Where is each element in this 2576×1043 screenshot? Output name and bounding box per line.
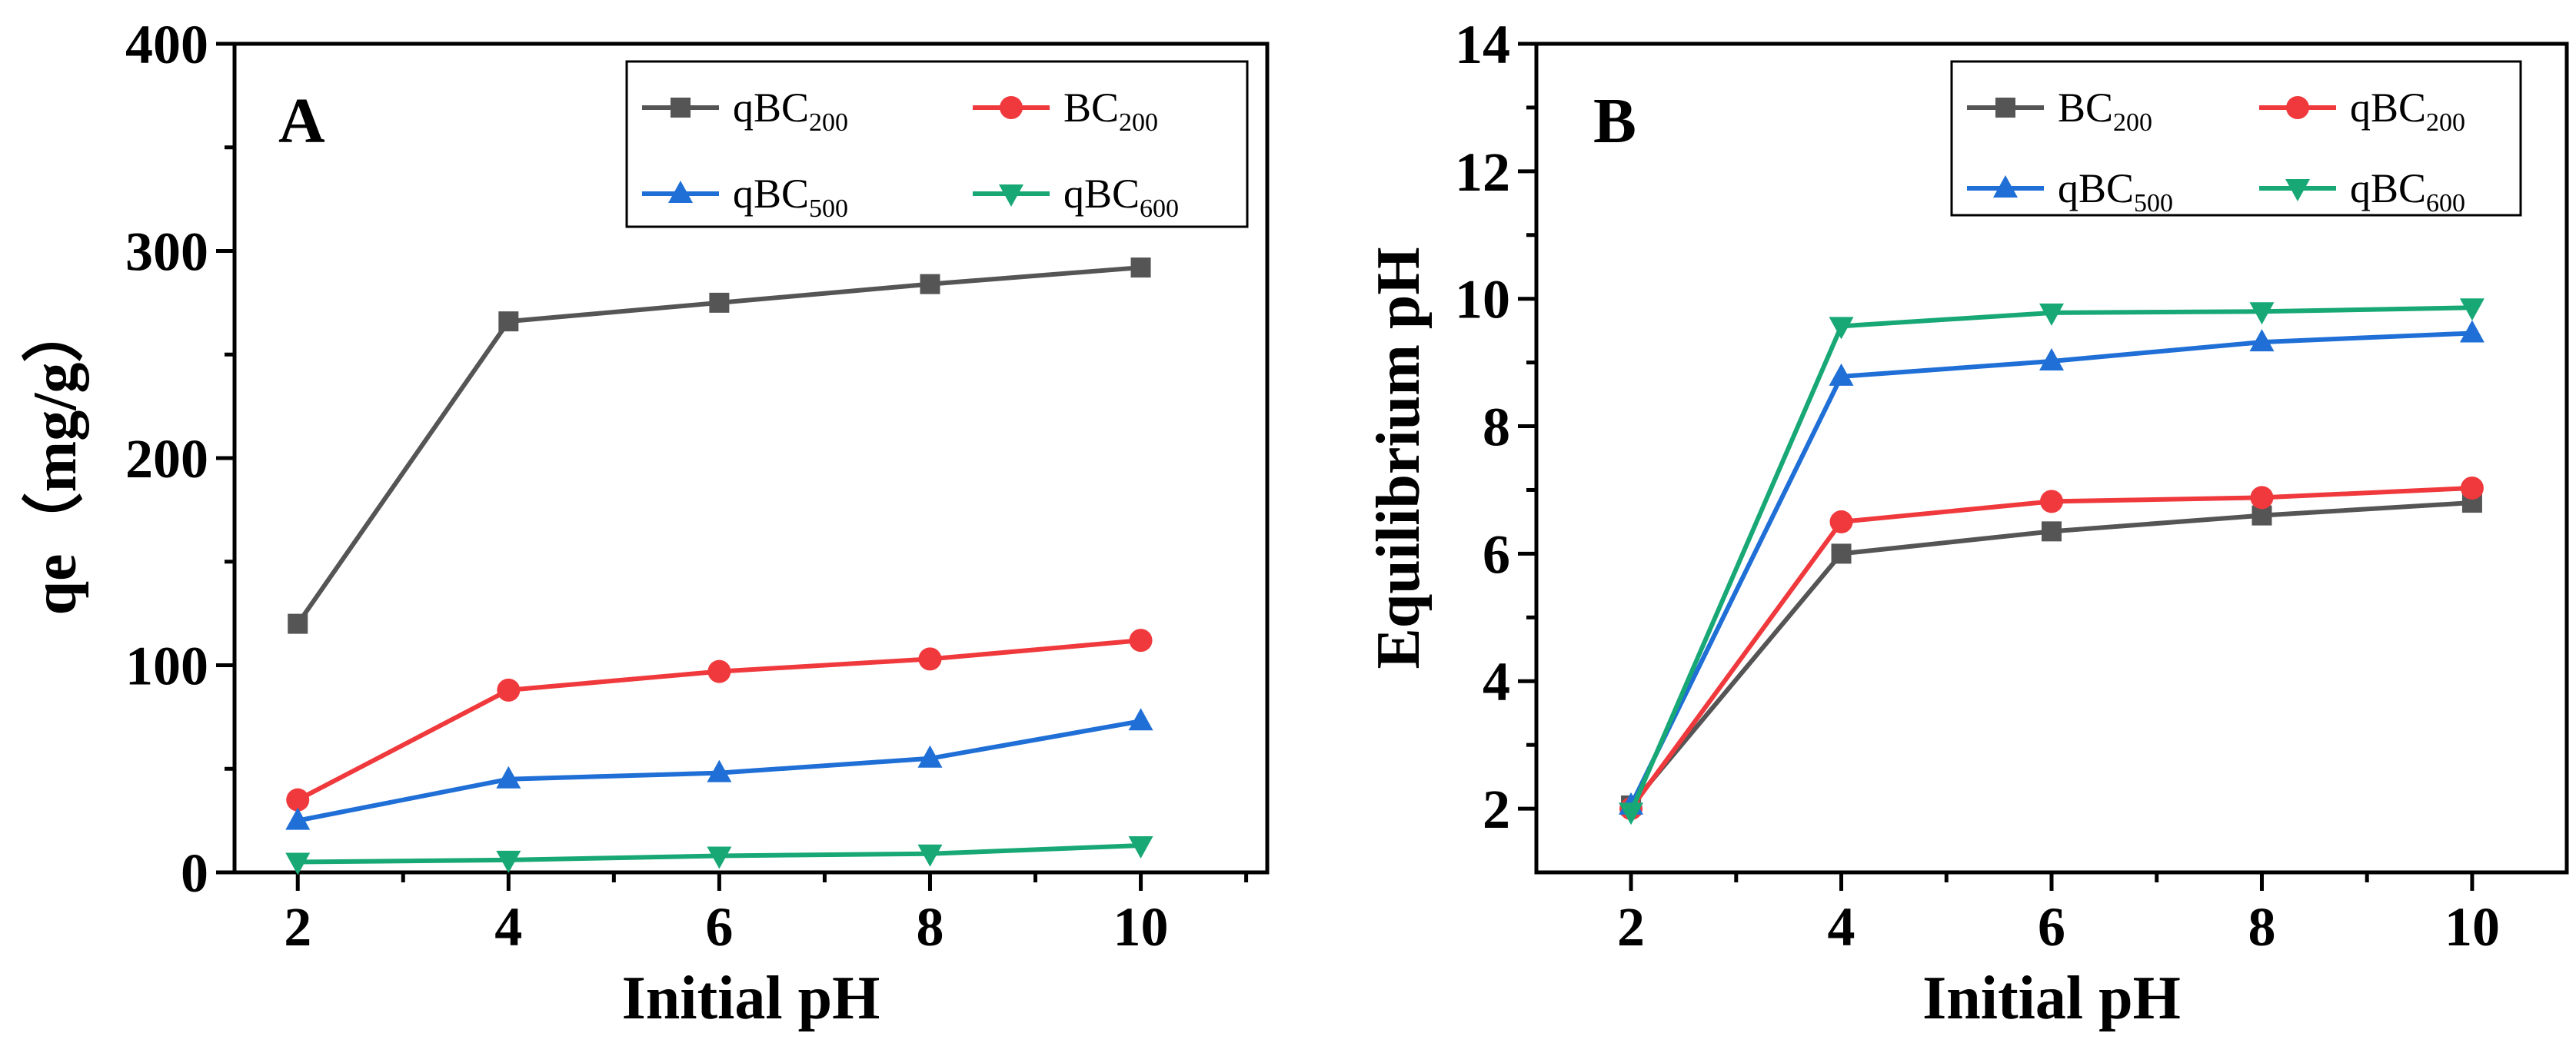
series-2 xyxy=(1619,320,2484,815)
data-point xyxy=(1128,835,1153,859)
y-tick-label: 14 xyxy=(1455,14,1510,75)
y-tick-label: 8 xyxy=(1483,397,1510,458)
legend-label: BC200 xyxy=(1063,85,1158,137)
data-point xyxy=(1829,510,1853,533)
x-axis-title: Initial pH xyxy=(1922,965,2181,1032)
panel-label: A xyxy=(278,85,325,157)
series-3 xyxy=(285,835,1153,875)
legend-marker xyxy=(1000,96,1023,119)
legend-marker xyxy=(1995,98,2015,118)
y-tick-label: 100 xyxy=(125,636,208,697)
y-axis-title: qe（mg/g） xyxy=(22,301,89,616)
data-point xyxy=(2250,486,2274,510)
series-2 xyxy=(285,708,1153,830)
series-line xyxy=(1629,305,2472,813)
data-point xyxy=(707,846,732,869)
data-point xyxy=(2459,298,2484,321)
x-tick-label: 8 xyxy=(2248,896,2275,958)
data-point xyxy=(1829,363,1854,386)
x-tick-label: 2 xyxy=(284,896,311,958)
legend-box xyxy=(625,60,1249,228)
y-tick-label: 0 xyxy=(181,842,208,904)
data-point xyxy=(498,311,519,332)
legend-marker xyxy=(1993,175,2018,198)
data-point xyxy=(2249,302,2275,325)
x-tick-label: 8 xyxy=(916,896,944,958)
x-tick-label: 4 xyxy=(1828,896,1855,958)
data-point xyxy=(2042,521,2062,542)
legend-marker xyxy=(671,98,691,118)
series-line xyxy=(1629,331,2473,807)
x-tick-label: 4 xyxy=(494,896,522,958)
data-point xyxy=(1829,317,1854,340)
data-point xyxy=(917,745,943,768)
legend-item: qBC200 xyxy=(2259,85,2465,137)
data-point xyxy=(286,788,310,812)
data-point xyxy=(1619,802,1644,825)
data-point xyxy=(1129,629,1153,653)
data-point xyxy=(496,766,521,789)
legend-marker xyxy=(2285,179,2310,201)
data-point xyxy=(288,613,308,634)
y-tick-label: 200 xyxy=(125,428,208,490)
x-axis-title: Initial pH xyxy=(622,965,880,1032)
legend-item: BC200 xyxy=(973,85,1158,137)
legend-marker xyxy=(2286,96,2309,119)
x-tick-label: 10 xyxy=(2445,896,2500,958)
data-point xyxy=(709,292,730,313)
legend-marker xyxy=(668,181,693,203)
data-point xyxy=(497,678,521,702)
data-point xyxy=(920,274,940,294)
panel-label: B xyxy=(1593,85,1636,157)
series-1 xyxy=(286,629,1153,812)
data-point xyxy=(2039,347,2064,370)
data-point xyxy=(2040,490,2063,513)
data-point xyxy=(918,647,942,671)
data-point xyxy=(496,850,521,873)
x-tick-label: 10 xyxy=(1113,896,1169,958)
y-tick-label: 4 xyxy=(1483,651,1510,712)
x-tick-label: 6 xyxy=(2038,896,2065,958)
data-point xyxy=(1831,543,1852,564)
series-3 xyxy=(1619,298,2484,825)
chart-panel-b: 2 4 6 8 10 2 4 6 8 10 12 14 Initial pH Equilibrium pH… xyxy=(1365,14,2569,1032)
legend-box xyxy=(1950,60,2522,217)
data-point xyxy=(2249,329,2275,352)
data-point xyxy=(285,852,311,875)
y-tick-label: 400 xyxy=(125,14,208,75)
y-tick-label: 12 xyxy=(1455,141,1510,203)
data-point xyxy=(1128,708,1153,731)
legend-label: qBC200 xyxy=(2350,85,2465,137)
x-tick-label: 2 xyxy=(1617,896,1645,958)
data-point xyxy=(285,807,311,830)
data-point xyxy=(2460,476,2484,500)
legend-marker xyxy=(999,184,1023,207)
y-axis-title: Equilibrium pH xyxy=(1365,247,1433,669)
y-tick-label: 300 xyxy=(125,221,208,283)
y-tick-label: 2 xyxy=(1483,779,1510,840)
x-tick-label: 6 xyxy=(705,896,733,958)
data-point xyxy=(2039,303,2064,326)
data-point xyxy=(917,844,943,867)
series-0 xyxy=(288,257,1151,634)
data-point xyxy=(2459,320,2484,343)
y-tick-label: 10 xyxy=(1455,269,1510,331)
data-point xyxy=(1130,257,1151,278)
data-point xyxy=(707,659,731,683)
y-tick-label: 6 xyxy=(1483,523,1510,585)
series-line xyxy=(295,265,1141,626)
data-point xyxy=(707,759,732,782)
